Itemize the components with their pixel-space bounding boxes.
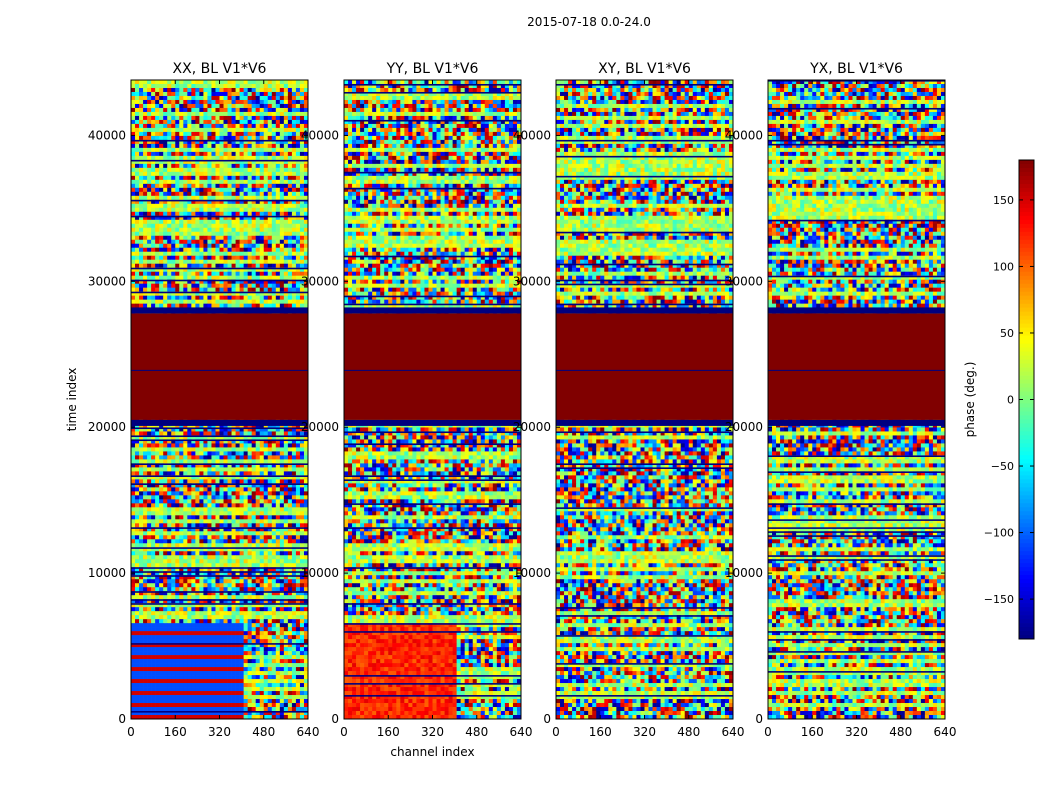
y-tick-label: 10000 — [301, 566, 339, 580]
y-tick-label: 30000 — [301, 274, 339, 288]
colorbar-tick-label: −50 — [991, 460, 1014, 473]
y-tick-label: 20000 — [88, 420, 126, 434]
constant-phase-band — [768, 313, 945, 420]
y-tick-label: 40000 — [88, 128, 126, 142]
colorbar-label: phase (deg.) — [963, 362, 977, 438]
constant-phase-band — [344, 313, 521, 420]
y-tick-label: 0 — [118, 712, 126, 726]
x-tick-label: 160 — [801, 725, 824, 739]
x-tick-label: 320 — [633, 725, 656, 739]
x-tick-label: 160 — [589, 725, 612, 739]
panel-title: XY, BL V1*V6 — [598, 61, 691, 77]
y-tick-label: 30000 — [88, 274, 126, 288]
x-tick-label: 640 — [722, 725, 745, 739]
panel-title: XX, BL V1*V6 — [173, 61, 267, 77]
y-axis-label: time index — [65, 368, 79, 432]
constant-phase-band — [131, 313, 308, 420]
y-tick-label: 40000 — [725, 128, 763, 142]
x-tick-label: 320 — [208, 725, 231, 739]
x-tick-label: 640 — [510, 725, 533, 739]
heatmap-panel: YY, BL V1*V6 0 160 320 480 640 0 10000 20000 3000… — [301, 61, 533, 759]
x-axis-label: channel index — [390, 745, 474, 759]
colorbar-tick-label: 100 — [993, 260, 1014, 273]
x-tick-label: 480 — [252, 725, 275, 739]
x-tick-label: 320 — [845, 725, 868, 739]
heatmap-panel: XX, BL V1*V6 0 160 320 480 640 0 10000 20000 3000… — [65, 61, 319, 739]
y-tick-label: 0 — [543, 712, 551, 726]
y-tick-label: 0 — [755, 712, 763, 726]
panel-title: YY, BL V1*V6 — [386, 61, 479, 77]
x-tick-label: 160 — [377, 725, 400, 739]
panel-title: YX, BL V1*V6 — [809, 61, 903, 77]
y-tick-label: 10000 — [88, 566, 126, 580]
x-tick-label: 0 — [552, 725, 560, 739]
colorbar-tick-label: 50 — [1000, 327, 1014, 340]
y-tick-label: 30000 — [513, 274, 551, 288]
x-tick-label: 160 — [164, 725, 187, 739]
colorbar-tick-label: 150 — [993, 194, 1014, 207]
x-tick-label: 480 — [677, 725, 700, 739]
x-tick-label: 0 — [127, 725, 135, 739]
figure-suptitle: 2015-07-18 0.0-24.0 — [527, 15, 651, 29]
y-tick-label: 20000 — [725, 420, 763, 434]
x-tick-label: 0 — [764, 725, 772, 739]
colorbar-tick-label: −100 — [984, 527, 1014, 540]
x-tick-label: 640 — [934, 725, 957, 739]
y-tick-label: 10000 — [725, 566, 763, 580]
colorbar-tick-label: −150 — [984, 593, 1014, 606]
y-tick-label: 40000 — [513, 128, 551, 142]
heatmap-panel: XY, BL V1*V6 0 160 320 480 640 0 10000 20000 3000… — [513, 61, 745, 739]
x-tick-label: 480 — [889, 725, 912, 739]
heatmap-panels: XX, BL V1*V6 0 160 320 480 640 0 10000 20000 3000… — [65, 61, 956, 759]
y-tick-label: 20000 — [513, 420, 551, 434]
x-tick-label: 640 — [297, 725, 320, 739]
y-tick-label: 30000 — [725, 274, 763, 288]
heatmap-panel: YX, BL V1*V6 0 160 320 480 640 0 10000 20000 3000… — [725, 61, 957, 739]
y-tick-label: 0 — [331, 712, 339, 726]
y-tick-label: 10000 — [513, 566, 551, 580]
colorbar: 150 100 50 0 −50 −100 −150 phase (deg.) — [963, 160, 1034, 639]
colorbar-tick-label: 0 — [1007, 394, 1014, 407]
constant-phase-band — [556, 313, 733, 420]
y-tick-label: 20000 — [301, 420, 339, 434]
x-tick-label: 0 — [340, 725, 348, 739]
x-tick-label: 480 — [465, 725, 488, 739]
x-tick-label: 320 — [421, 725, 444, 739]
y-tick-label: 40000 — [301, 128, 339, 142]
